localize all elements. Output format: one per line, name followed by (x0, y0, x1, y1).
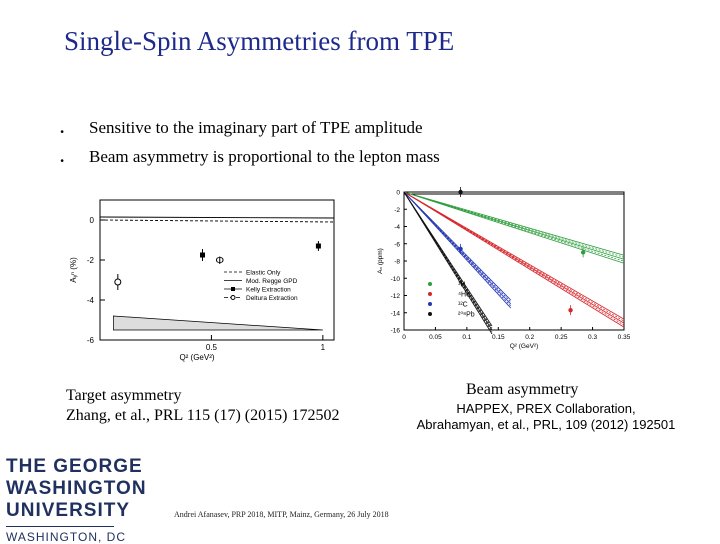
y-tick-label: -6 (394, 241, 400, 248)
legend-label: ⁴He (458, 292, 470, 299)
legend-marker (428, 282, 432, 286)
y-tick-label: -4 (394, 224, 400, 231)
x-tick-label: 0.25 (555, 334, 568, 341)
logo-line: THE GEORGE (6, 456, 143, 477)
theory-curve (403, 191, 493, 335)
x-tick-label: 1 (321, 343, 326, 352)
target-asymmetry-chart: 0 -2 -4 -6 0.5 1 Q² (GeV²) Aᵧⁿ (%) Φ Elastic Only… (69, 199, 335, 362)
annotation: Φ (215, 255, 224, 267)
theory-curve (403, 191, 493, 329)
plot-frame (99, 199, 335, 341)
x-tick-label: 0.05 (429, 334, 442, 341)
caption-reference: Zhang, et al., PRL 115 (17) (2015) 17250… (66, 407, 340, 424)
slide-title: Single-Spin Asymmetries from TPE (64, 26, 455, 56)
beam-asymmetry-caption-title: Beam asymmetry (466, 381, 579, 398)
legend-marker (428, 302, 432, 306)
bullet-marker: . (60, 147, 65, 166)
x-tick-label: 0.2 (525, 334, 534, 341)
legend-label: ¹²C (458, 302, 468, 309)
y-tick-label: -6 (87, 336, 95, 345)
y-tick-label: 0 (90, 216, 95, 225)
data-point (458, 189, 463, 195)
y-axis-label: Aᵧⁿ (%) (69, 257, 78, 283)
data-point (315, 243, 321, 249)
bullet-text: Beam asymmetry is proportional to the le… (89, 147, 440, 166)
data-point (580, 250, 586, 255)
legend-marker (428, 292, 432, 296)
legend-label: ¹H (458, 282, 465, 289)
data-point (458, 246, 463, 252)
systematic-band (113, 315, 323, 331)
theory-curve (403, 191, 625, 260)
series-line (99, 219, 335, 223)
x-axis-label: Q² (GeV²) (179, 353, 214, 362)
theory-curve (403, 191, 625, 256)
y-tick-label: -16 (391, 328, 401, 335)
legend-label: Kelly Extraction (246, 287, 291, 294)
legend-marker (230, 295, 236, 300)
y-tick-label: 0 (396, 190, 400, 197)
logo-divider (6, 526, 114, 527)
x-tick-label: 0.15 (492, 334, 505, 341)
target-asymmetry-caption: Target asymmetry Zhang, et al., PRL 115 … (66, 386, 339, 426)
x-axis-label: Q² (GeV²) (510, 343, 539, 350)
legend-marker (231, 287, 235, 291)
logo-location: WASHINGTON, DC (6, 530, 127, 544)
university-logo: THE GEORGE WASHINGTON UNIVERSITY WASHING… (6, 456, 147, 544)
theory-curve (403, 191, 625, 324)
y-tick-label: -2 (87, 256, 95, 265)
y-tick-label: -4 (87, 296, 95, 305)
x-tick-label: 0 (402, 334, 406, 341)
x-tick-label: 0.1 (462, 334, 471, 341)
series-line (99, 216, 335, 219)
slide-footer: Andrei Afanasev, PRP 2018, MITP, Mainz, … (174, 510, 389, 519)
logo-line: WASHINGTON (6, 478, 147, 499)
data-point (200, 252, 206, 258)
beam-asymmetry-caption-reference: HAPPEX, PREX Collaboration, Abrahamyan, … (385, 401, 707, 433)
theory-curve (403, 191, 625, 264)
legend-label: ²⁰⁸Pb (458, 311, 475, 319)
y-tick-label: -8 (394, 259, 400, 266)
bullet-text: Sensitive to the imaginary part of TPE a… (89, 118, 423, 137)
y-tick-label: -12 (391, 293, 401, 300)
theory-curve (403, 191, 512, 309)
legend-label: Mod. Regge GPD (246, 278, 298, 285)
y-tick-label: -2 (394, 207, 400, 214)
y-tick-label: -14 (391, 310, 401, 317)
beam-asymmetry-chart: 0-2-4-6-8-10-12-14-160 0.05 0.1 0.15 0.2 0.25… (377, 187, 630, 350)
bullet-marker: . (60, 118, 65, 137)
x-tick-label: 0.3 (588, 334, 597, 341)
data-point (568, 307, 573, 313)
legend-label: Deltura Extraction (246, 295, 298, 302)
theory-curve (403, 191, 625, 320)
logo-line: UNIVERSITY (6, 500, 131, 521)
theory-curve (403, 191, 625, 328)
x-tick-label: 0.35 (618, 334, 630, 341)
caption-title: Target asymmetry (66, 387, 182, 404)
legend-marker (428, 312, 432, 316)
y-tick-label: -10 (391, 276, 401, 283)
caption-collaboration: HAPPEX, PREX Collaboration, (456, 401, 636, 416)
caption-citation: Abrahamyan, et al., PRL, 109 (2012) 1925… (416, 417, 676, 432)
legend-label: Elastic Only (246, 270, 281, 277)
theory-curve (403, 191, 493, 333)
y-axis-label: Aₙ (ppm) (377, 248, 384, 274)
data-point (114, 278, 122, 286)
x-tick-label: 0.5 (206, 343, 218, 352)
